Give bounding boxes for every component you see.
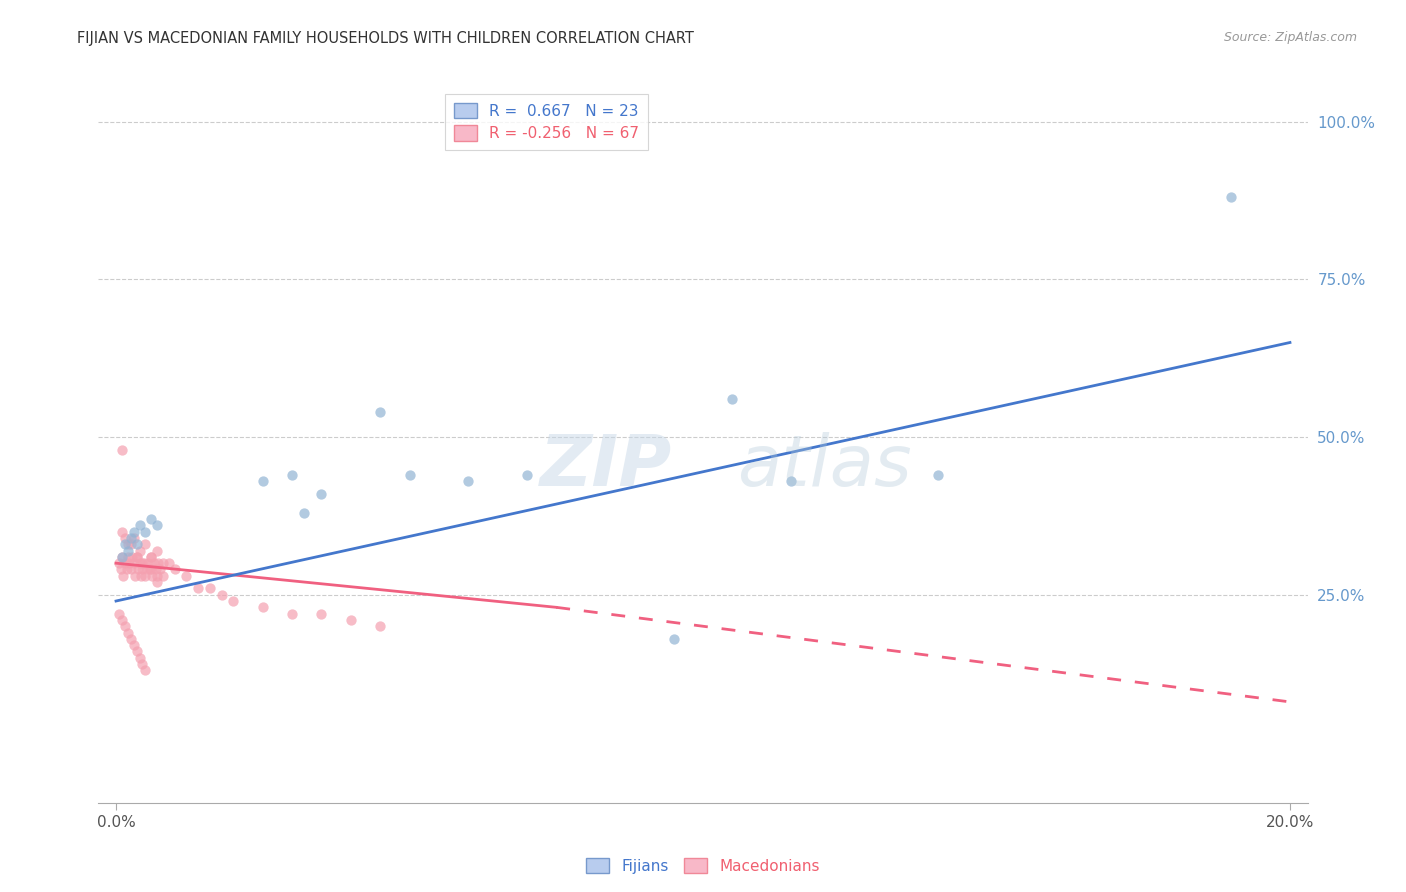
Point (145, 562, 167, 576)
Point (141, 569, 163, 583)
Point (146, 575, 169, 590)
Point (136, 556, 159, 570)
Point (211, 588, 233, 602)
Point (146, 543, 169, 558)
Point (122, 524, 145, 539)
Point (124, 569, 146, 583)
Point (340, 613, 363, 627)
Point (114, 619, 136, 633)
Point (516, 467, 538, 482)
Point (157, 556, 180, 570)
Point (152, 556, 174, 570)
Point (112, 569, 135, 583)
Point (108, 556, 131, 570)
Text: atlas: atlas (737, 432, 911, 500)
Point (146, 569, 169, 583)
Point (457, 474, 479, 488)
Point (222, 594, 245, 608)
Point (134, 664, 156, 678)
Point (122, 556, 145, 570)
Point (117, 537, 139, 551)
Point (110, 562, 132, 576)
Point (125, 549, 148, 564)
Point (120, 562, 142, 576)
Point (1220, 190, 1243, 204)
Point (108, 607, 131, 621)
Point (128, 543, 150, 558)
Point (398, 467, 420, 482)
Point (129, 569, 152, 583)
Point (117, 625, 139, 640)
Point (122, 531, 145, 545)
Point (252, 474, 274, 488)
Point (125, 549, 148, 564)
Text: ZIP: ZIP (540, 432, 672, 500)
Point (134, 537, 156, 551)
Point (117, 549, 139, 564)
Point (127, 562, 149, 576)
Point (152, 569, 174, 583)
Point (120, 632, 142, 646)
Point (128, 518, 150, 533)
Text: Source: ZipAtlas.com: Source: ZipAtlas.com (1223, 31, 1357, 45)
Legend: Fijians, Macedonians: Fijians, Macedonians (581, 852, 825, 880)
Text: FIJIAN VS MACEDONIAN FAMILY HOUSEHOLDS WITH CHILDREN CORRELATION CHART: FIJIAN VS MACEDONIAN FAMILY HOUSEHOLDS W… (77, 31, 695, 46)
Point (141, 562, 163, 576)
Point (148, 556, 170, 570)
Point (198, 582, 221, 596)
Point (146, 518, 169, 533)
Point (135, 562, 157, 576)
Point (176, 569, 198, 583)
Point (149, 562, 172, 576)
Point (292, 506, 315, 520)
Point (111, 442, 134, 457)
Point (139, 562, 162, 576)
Point (111, 613, 134, 627)
Point (134, 556, 156, 570)
Point (115, 562, 138, 576)
Point (368, 619, 391, 633)
Point (131, 562, 153, 576)
Point (121, 549, 143, 564)
Point (780, 474, 803, 488)
Point (721, 392, 744, 407)
Point (128, 556, 150, 570)
Point (114, 537, 136, 551)
Point (118, 556, 141, 570)
Point (141, 549, 163, 564)
Point (117, 543, 139, 558)
Point (131, 556, 153, 570)
Point (114, 531, 136, 545)
Point (111, 524, 134, 539)
Point (187, 582, 209, 596)
Legend: R =  0.667   N = 23, R = -0.256   N = 67: R = 0.667 N = 23, R = -0.256 N = 67 (444, 94, 648, 150)
Point (927, 467, 949, 482)
Point (311, 607, 333, 621)
Point (281, 467, 304, 482)
Point (281, 607, 304, 621)
Point (143, 556, 166, 570)
Point (163, 562, 186, 576)
Point (120, 531, 142, 545)
Point (125, 644, 148, 658)
Point (311, 487, 333, 501)
Point (114, 556, 136, 570)
Point (122, 638, 145, 652)
Point (134, 569, 156, 583)
Point (141, 512, 163, 526)
Point (111, 549, 134, 564)
Point (120, 537, 142, 551)
Point (141, 549, 163, 564)
Point (128, 650, 150, 665)
Point (368, 405, 391, 419)
Point (125, 537, 148, 551)
Point (134, 524, 156, 539)
Point (662, 632, 685, 646)
Point (111, 549, 134, 564)
Point (252, 600, 274, 615)
Point (131, 657, 153, 671)
